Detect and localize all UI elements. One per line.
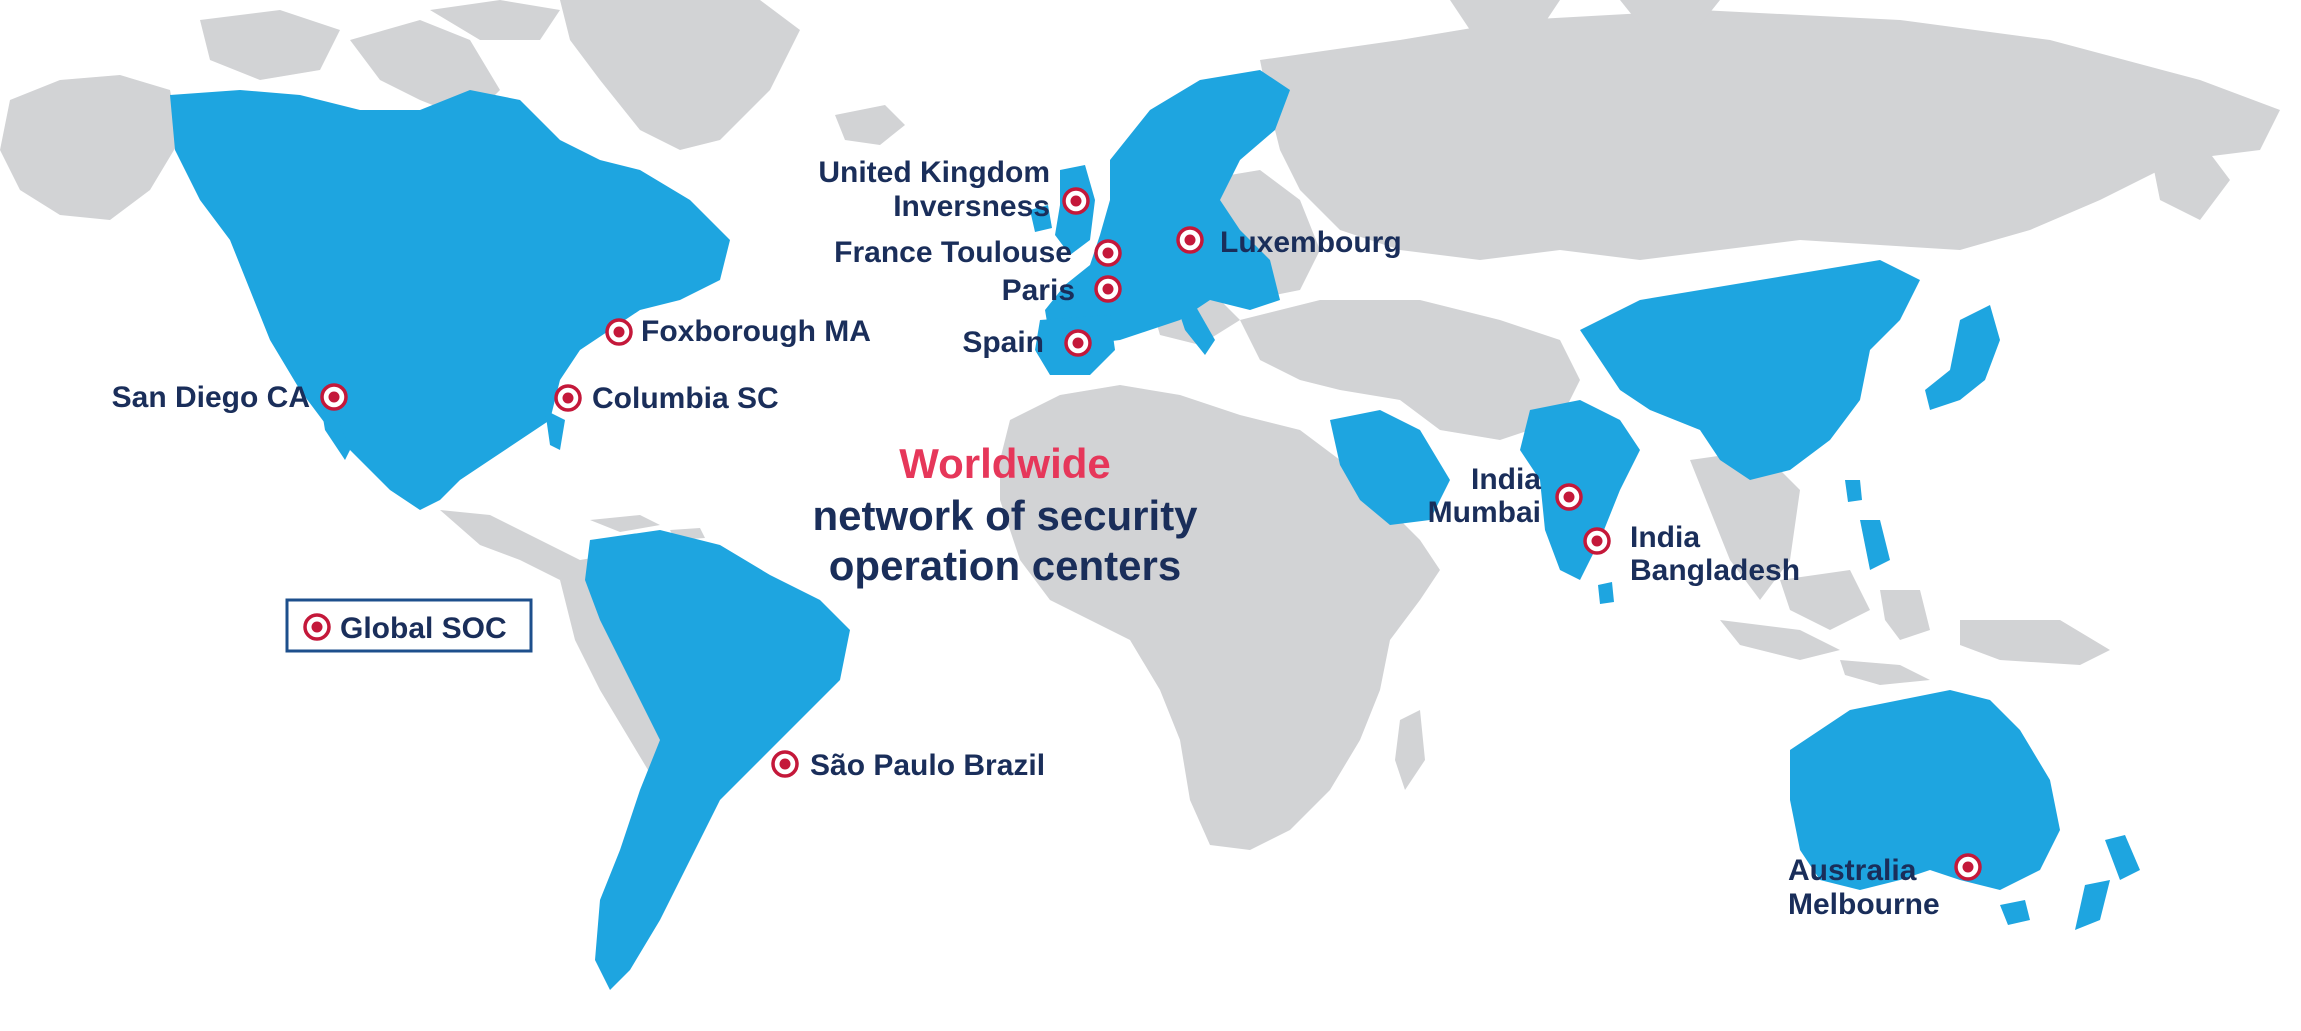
location-toulouse[interactable]: France Toulouse — [834, 236, 1122, 269]
location-label: United Kingdom — [818, 156, 1050, 189]
location-label: France Toulouse — [834, 236, 1072, 269]
location-label: Columbia SC — [592, 382, 779, 415]
headline-accent: Worldwide — [899, 440, 1111, 487]
location-label: Paris — [1002, 274, 1075, 307]
region-north-america — [170, 90, 730, 510]
location-label: India — [1630, 521, 1700, 554]
location-label: Foxborough MA — [641, 315, 871, 348]
legend: Global SOC — [285, 598, 533, 653]
region-saudi-arabia — [1330, 410, 1450, 525]
headline-line2: network of security — [812, 492, 1198, 539]
location-bangladesh[interactable]: India Bangladesh — [1583, 521, 1800, 587]
region-australia — [1790, 690, 2060, 890]
location-label: India — [1471, 463, 1541, 496]
location-sublabel: Mumbai — [1428, 496, 1541, 529]
location-label: Australia — [1788, 854, 1917, 887]
soc-locations: San Diego CA Foxborough MA Columbia SC S… — [112, 156, 1982, 921]
highlighted-regions — [170, 70, 2140, 990]
location-columbia[interactable]: Columbia SC — [554, 382, 779, 415]
location-spain[interactable]: Spain — [962, 326, 1092, 359]
headline: Worldwide network of security operation … — [812, 440, 1198, 589]
legend-label: Global SOC — [340, 612, 507, 645]
legend-box — [285, 598, 533, 653]
headline-line3: operation centers — [829, 542, 1181, 589]
location-sublabel: Melbourne — [1788, 888, 1940, 921]
location-foxborough[interactable]: Foxborough MA — [605, 315, 871, 348]
location-inverness[interactable]: United Kingdom Inversness — [818, 156, 1090, 223]
region-south-america — [585, 530, 850, 990]
location-melbourne[interactable]: Australia Melbourne — [1788, 853, 1982, 921]
soc-marker-icon — [303, 613, 331, 641]
location-label: Luxembourg — [1220, 226, 1402, 259]
location-sao-paulo[interactable]: São Paulo Brazil — [771, 749, 1045, 782]
location-label: San Diego CA — [112, 381, 310, 414]
location-luxembourg[interactable]: Luxembourg — [1176, 226, 1402, 259]
location-sublabel: Bangladesh — [1630, 554, 1800, 587]
location-sublabel: Inversness — [893, 190, 1050, 223]
location-san-diego[interactable]: San Diego CA — [112, 381, 348, 414]
location-paris[interactable]: Paris — [1002, 274, 1122, 307]
region-japan — [1925, 305, 2000, 410]
location-label: São Paulo Brazil — [810, 749, 1045, 782]
region-china — [1580, 260, 1920, 480]
location-mumbai[interactable]: India Mumbai — [1428, 463, 1583, 529]
location-label: Spain — [962, 326, 1044, 359]
